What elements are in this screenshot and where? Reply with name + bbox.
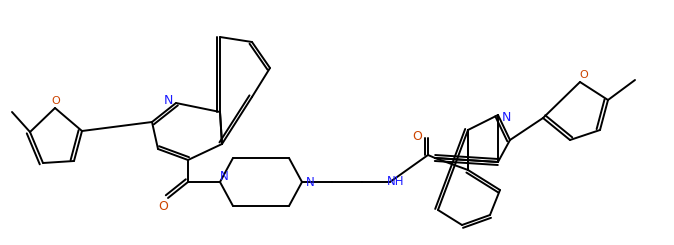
Text: O: O <box>52 96 61 106</box>
Text: N: N <box>220 170 228 183</box>
Text: N: N <box>305 175 314 188</box>
Text: N: N <box>501 110 511 123</box>
Text: O: O <box>158 199 168 212</box>
Text: O: O <box>412 130 422 143</box>
Text: NH: NH <box>388 174 405 187</box>
Text: N: N <box>163 94 173 107</box>
Text: O: O <box>580 70 588 80</box>
